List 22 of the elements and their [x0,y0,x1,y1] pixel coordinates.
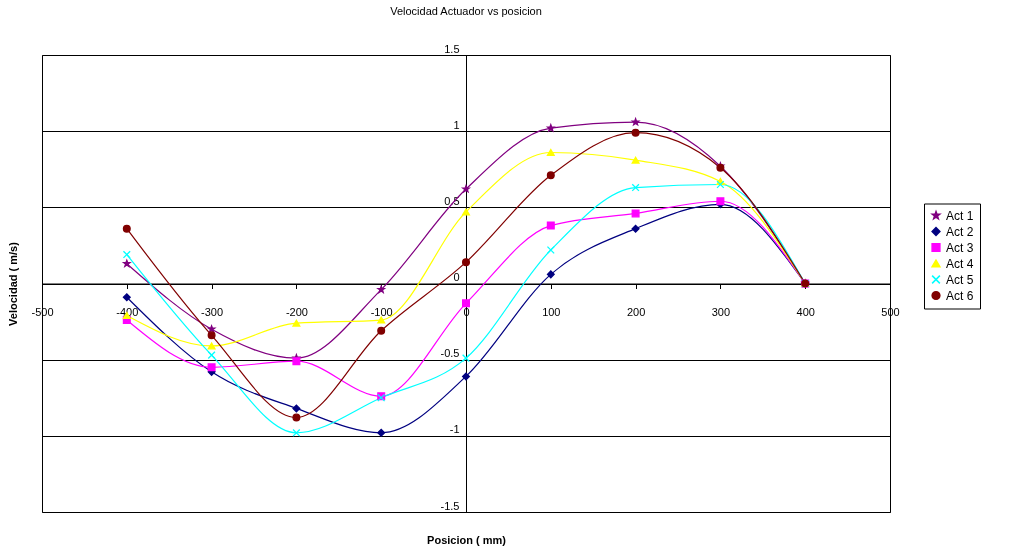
legend-label: Act 5 [946,272,974,287]
x-axis-title: Posicion ( mm) [427,533,507,546]
legend-label: Act 3 [946,240,974,255]
chart-title: Velocidad Actuador vs posicion [390,5,542,17]
y-tick-label: 1.5 [444,42,460,55]
y-tick-label: -0.5 [440,347,460,360]
y-tick-label: 0 [453,271,460,283]
legend-label: Act 4 [946,256,974,271]
y-tick-label: 1 [453,118,460,131]
x-tick-label: 100 [542,306,561,318]
x-tick-label: 200 [626,306,646,318]
y-tick-label: -1 [449,423,460,436]
x-tick-label: 400 [796,306,815,318]
x-tick-label: -100 [370,306,393,318]
x-tick-label: -300 [201,306,224,318]
legend-label: Act 2 [946,224,974,239]
legend-label: Act 6 [946,288,974,303]
x-tick-label: -200 [285,306,308,318]
x-tick-label: 300 [711,306,731,318]
legend-label: Act 1 [946,208,974,223]
y-axis-title: Velocidad ( m/s) [6,241,19,326]
y-tick-label: -1.5 [440,499,460,512]
